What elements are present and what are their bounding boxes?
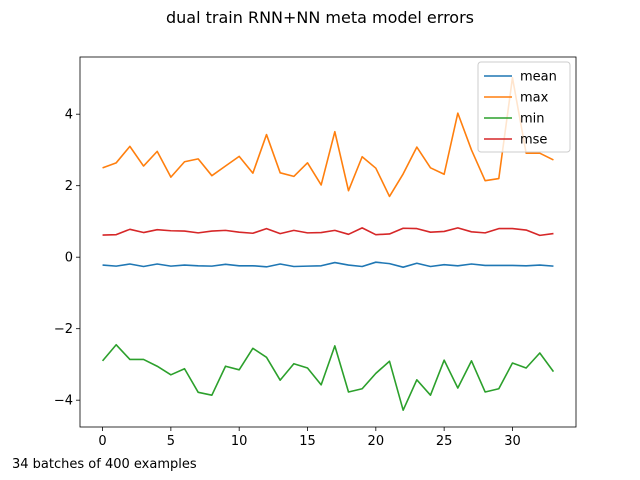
axes-frame — [79, 56, 577, 428]
legend-label-max: max — [520, 91, 549, 106]
y-tick-label: 2 — [65, 179, 73, 194]
plot-area: 0 5 10 15 20 25 30 −4 −2 0 2 4 mean max min mse — [54, 56, 577, 449]
x-tick-label: 5 — [167, 434, 175, 449]
legend-label-mse: mse — [520, 133, 547, 148]
legend-label-min: min — [520, 112, 545, 127]
chart-footnote: 34 batches of 400 examples — [12, 457, 197, 472]
x-tick-label: 0 — [98, 434, 106, 449]
y-tick-label: 0 — [65, 251, 73, 266]
series-line-mse — [102, 227, 554, 237]
series-line-min — [101, 343, 555, 412]
y-tick-label: −4 — [54, 394, 73, 409]
legend-box — [477, 61, 571, 153]
legend-label-mean: mean — [520, 70, 557, 85]
x-tick-label: 10 — [231, 434, 248, 449]
x-tick-label: 15 — [299, 434, 316, 449]
series-line-mean — [102, 261, 554, 269]
x-tick-label: 30 — [504, 434, 521, 449]
series-line-max — [102, 76, 554, 198]
x-tick-label: 20 — [368, 434, 385, 449]
y-tick-label: 4 — [65, 108, 73, 123]
y-tick-label: −2 — [54, 322, 73, 337]
x-tick-label: 25 — [436, 434, 453, 449]
chart-title: dual train RNN+NN meta model errors — [165, 8, 474, 27]
